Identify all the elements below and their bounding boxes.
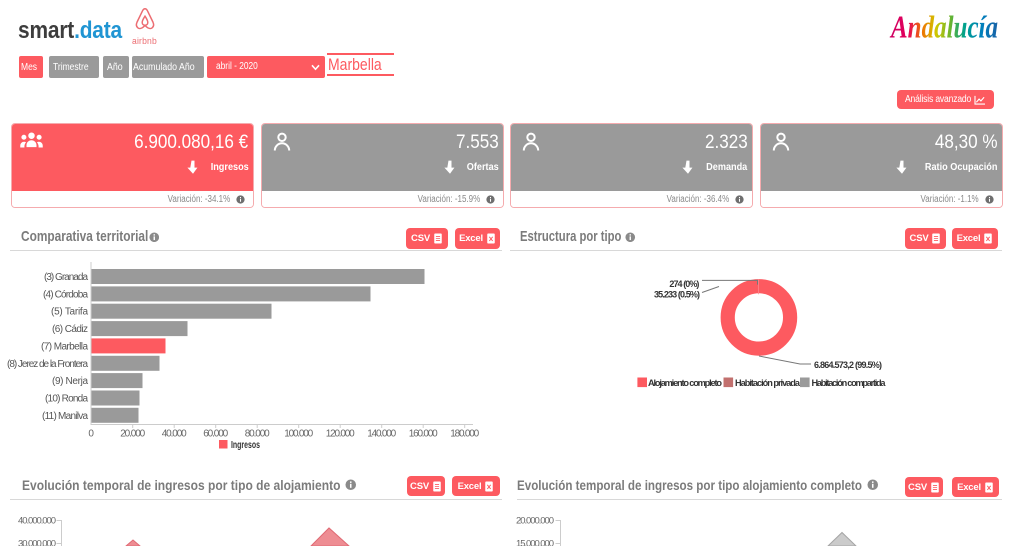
svg-text:Andalucía: Andalucía (889, 9, 998, 45)
svg-text:20.000.000: 20.000.000 (516, 516, 554, 527)
svg-text:(7) Marbella: (7) Marbella (41, 341, 88, 352)
svg-text:6.864.573,2 (99.5%): 6.864.573,2 (99.5%) (814, 360, 882, 370)
svg-text:(3) Granada: (3) Granada (44, 272, 88, 283)
svg-text:140.000: 140.000 (367, 429, 396, 440)
svg-text:(8) Jerez de la Frontera: (8) Jerez de la Frontera (7, 359, 88, 370)
svg-text:15.000.000: 15.000.000 (516, 539, 554, 546)
svg-text:Ingresos: Ingresos (231, 440, 260, 451)
svg-text:100.000: 100.000 (284, 429, 313, 440)
svg-text:0: 0 (88, 429, 94, 440)
svg-text:(9) Nerja: (9) Nerja (52, 376, 88, 387)
svg-text:120.000: 120.000 (326, 429, 355, 440)
svg-text:(10) Ronda: (10) Ronda (45, 394, 88, 405)
svg-text:Habitación compartida: Habitación compartida (812, 378, 887, 388)
svg-text:274 (0%): 274 (0%) (669, 279, 699, 289)
svg-text:(6) Cádiz: (6) Cádiz (52, 324, 88, 335)
svg-text:40.000.000: 40.000.000 (18, 516, 56, 527)
svg-text:(4) Córdoba: (4) Córdoba (43, 289, 88, 300)
svg-text:20.000: 20.000 (120, 429, 145, 440)
svg-text:(5) Tarifa: (5) Tarifa (51, 307, 88, 318)
svg-text:80.000: 80.000 (245, 429, 270, 440)
svg-text:60.000: 60.000 (203, 429, 228, 440)
svg-text:Habitación privada: Habitación privada (735, 378, 801, 388)
svg-text:Alojamiento completo: Alojamiento completo (648, 378, 722, 388)
svg-text:30.000.000: 30.000.000 (18, 539, 56, 546)
svg-text:40.000: 40.000 (162, 429, 187, 440)
svg-text:180.000: 180.000 (450, 429, 479, 440)
svg-text:160.000: 160.000 (409, 429, 438, 440)
svg-text:35.233 (0.5%): 35.233 (0.5%) (654, 290, 700, 300)
svg-text:(11) Manilva: (11) Manilva (42, 411, 88, 422)
